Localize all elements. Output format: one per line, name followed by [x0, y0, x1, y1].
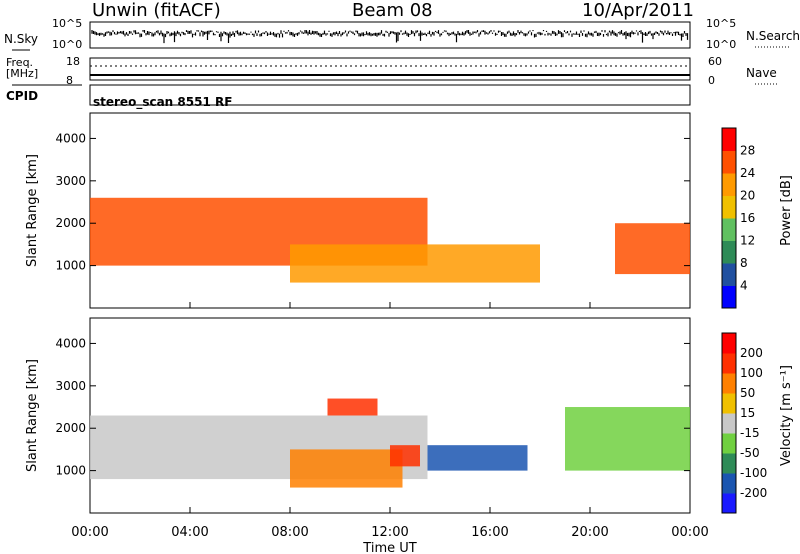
xtick-label-4: 16:00 — [471, 525, 508, 540]
band-power-late-event — [615, 223, 690, 275]
xtick-label-2: 08:00 — [271, 525, 308, 540]
beam-label: Beam 08 — [352, 0, 433, 21]
nsky-tick-high: 10^5 — [52, 17, 83, 30]
freq-unit: [MHz] — [6, 67, 39, 80]
cpid-panel — [89, 84, 691, 106]
colorbar-velocity-swatch-6 — [722, 373, 736, 394]
ylabel-velocity: Slant Range [km] — [25, 359, 40, 472]
colorbar-tick-velocity-7: -200 — [740, 486, 767, 500]
colorbar-power-swatch-6 — [722, 150, 736, 174]
colorbar-tick-power-0: 4 — [740, 279, 748, 293]
nsky-tick-low: 10^0 — [52, 38, 83, 51]
colorbar-power-swatch-1 — [722, 263, 736, 286]
band-velocity-green-late — [565, 407, 690, 471]
colorbar-label-velocity: Velocity [m s⁻¹] — [779, 365, 794, 466]
xtick-label-5: 20:00 — [571, 525, 608, 540]
colorbar-tick-velocity-0: 200 — [740, 346, 763, 360]
date-label: 10/Apr/2011 — [582, 0, 694, 21]
band-velocity-red-patch-upper — [327, 398, 378, 416]
freq-label: Freq. — [6, 56, 34, 69]
colorbar-velocity-swatch-4 — [722, 413, 736, 434]
band-velocity-receding-blue — [427, 445, 528, 471]
ytick-label-velocity-2: 3000 — [55, 379, 86, 393]
colorbar-tick-power-3: 16 — [740, 211, 755, 225]
nsky-panel — [89, 21, 691, 49]
nsearch-label: N.Search — [746, 29, 800, 43]
colorbar-tick-power-5: 24 — [740, 166, 755, 180]
colorbar-velocity-frame — [721, 332, 737, 514]
colorbar-power-swatch-4 — [722, 195, 736, 219]
xtick-label-6: 00:00 — [671, 525, 708, 540]
nave-tick-high: 60 — [708, 55, 722, 68]
nsearch-tick-low: 10^0 — [706, 38, 737, 51]
ytick-label-power-1: 2000 — [55, 216, 86, 230]
colorbar-tick-power-1: 8 — [740, 256, 748, 270]
ytick-label-power-0: 1000 — [55, 259, 86, 273]
freq-tick-low: 8 — [66, 74, 73, 87]
colorbar-power-swatch-5 — [722, 173, 736, 196]
colorbar-velocity-swatch-5 — [722, 393, 736, 414]
colorbar-tick-power-2: 12 — [740, 234, 755, 248]
colorbar-velocity-swatch-0 — [722, 493, 736, 514]
nave-tick-low: 0 — [708, 74, 715, 87]
colorbar-velocity-swatch-7 — [722, 353, 736, 374]
ytick-label-velocity-1: 2000 — [55, 421, 86, 435]
colorbar-velocity-swatch-2 — [722, 453, 736, 474]
ytick-label-velocity-3: 4000 — [55, 336, 86, 350]
ytick-label-velocity-0: 1000 — [55, 464, 86, 478]
colorbar-tick-velocity-6: -100 — [740, 466, 767, 480]
colorbar-power-swatch-2 — [722, 240, 736, 264]
xlabel: Time UT — [362, 541, 416, 554]
nsearch-tick-high: 10^5 — [706, 17, 737, 30]
band-power-mid-arc — [290, 244, 540, 283]
xtick-label-0: 00:00 — [71, 525, 108, 540]
xtick-label-1: 04:00 — [171, 525, 208, 540]
band-velocity-approaching-arc — [290, 449, 403, 488]
xtick-label-3: 12:00 — [371, 525, 408, 540]
ylabel-power: Slant Range [km] — [25, 154, 40, 267]
nave-label: Nave — [746, 66, 777, 80]
ytick-label-power-3: 4000 — [55, 131, 86, 145]
colorbar-label-power: Power [dB] — [779, 175, 794, 246]
band-velocity-red-patch-lower — [390, 445, 420, 467]
colorbar-power-swatch-0 — [722, 285, 736, 309]
colorbar-tick-velocity-4: -15 — [740, 426, 760, 440]
colorbar-power-swatch-7 — [722, 128, 736, 151]
colorbar-tick-velocity-2: 50 — [740, 386, 755, 400]
colorbar-power-frame — [721, 127, 737, 309]
nsky-trace — [91, 30, 689, 44]
plot-title: Unwin (fitACF) — [92, 0, 221, 21]
colorbar-tick-velocity-3: 15 — [740, 406, 755, 420]
colorbar-tick-power-4: 20 — [740, 189, 755, 203]
colorbar-power-swatch-3 — [722, 218, 736, 241]
ytick-label-power-2: 3000 — [55, 174, 86, 188]
freq-panel — [89, 57, 691, 81]
freq-tick-high: 18 — [66, 55, 80, 68]
colorbar-velocity-swatch-3 — [722, 433, 736, 454]
colorbar-velocity-swatch-1 — [722, 473, 736, 494]
colorbar-tick-velocity-1: 100 — [740, 366, 763, 380]
nsky-label: N.Sky — [4, 32, 39, 46]
colorbar-tick-velocity-5: -50 — [740, 446, 760, 460]
colorbar-tick-power-6: 28 — [740, 144, 755, 158]
colorbar-velocity-swatch-8 — [722, 333, 736, 354]
cpid-label: CPID — [6, 89, 39, 103]
